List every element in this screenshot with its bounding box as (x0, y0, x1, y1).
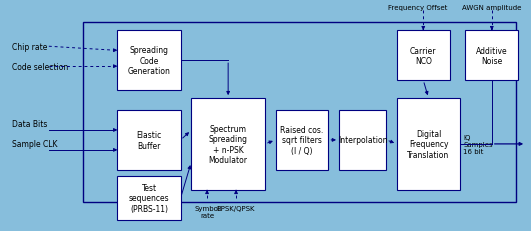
Text: IQ
Samples
16 bit: IQ Samples 16 bit (464, 134, 493, 154)
Bar (117, 31, 181, 91)
Bar (191, 99, 265, 190)
Text: Symbol
rate: Symbol rate (194, 205, 220, 218)
Bar (397, 99, 460, 190)
Text: Additive
Noise: Additive Noise (476, 46, 508, 66)
Text: Spectrum
Spreading
+ n-PSK
Modulator: Spectrum Spreading + n-PSK Modulator (209, 124, 247, 164)
Text: Interpolation: Interpolation (338, 136, 388, 145)
Text: AWGN amplitude: AWGN amplitude (462, 5, 521, 11)
Text: Sample CLK: Sample CLK (12, 140, 57, 149)
Text: Test
sequences
(PRBS-11): Test sequences (PRBS-11) (129, 183, 169, 213)
Text: Frequency Offset: Frequency Offset (388, 5, 448, 11)
Bar (117, 176, 181, 220)
Bar (276, 111, 328, 170)
Text: Data Bits: Data Bits (12, 120, 47, 129)
Text: Carrier
NCO: Carrier NCO (410, 46, 436, 66)
Text: Digital
Frequency
Translation: Digital Frequency Translation (407, 129, 450, 159)
Text: Code selection: Code selection (12, 62, 68, 71)
Text: Spreading
Code
Generation: Spreading Code Generation (127, 46, 170, 76)
Text: Chip rate: Chip rate (12, 43, 47, 52)
Text: Raised cos.
sqrt filters
(I / Q): Raised cos. sqrt filters (I / Q) (280, 125, 323, 155)
Bar (117, 111, 181, 170)
Bar (397, 31, 450, 81)
Bar (339, 111, 387, 170)
Text: BPSK/QPSK: BPSK/QPSK (217, 205, 255, 211)
Text: Elastic
Buffer: Elastic Buffer (136, 131, 161, 150)
Bar (83, 23, 516, 202)
Bar (466, 31, 518, 81)
